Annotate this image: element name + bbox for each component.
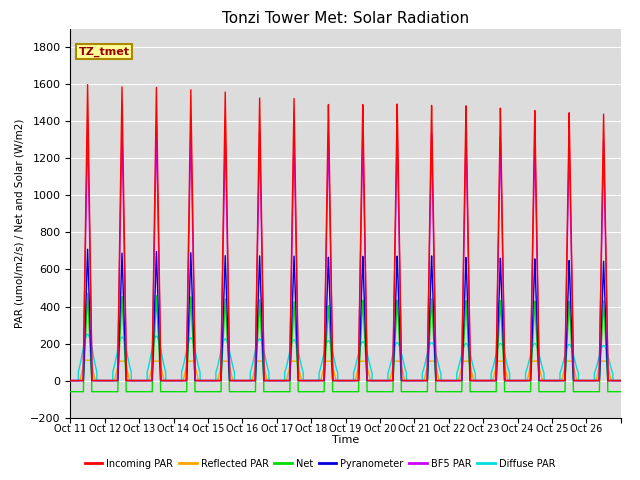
X-axis label: Time: Time bbox=[332, 435, 359, 445]
Title: Tonzi Tower Met: Solar Radiation: Tonzi Tower Met: Solar Radiation bbox=[222, 11, 469, 26]
Text: TZ_tmet: TZ_tmet bbox=[79, 46, 130, 57]
Legend: Incoming PAR, Reflected PAR, Net, Pyranometer, BF5 PAR, Diffuse PAR: Incoming PAR, Reflected PAR, Net, Pyrano… bbox=[81, 455, 559, 473]
Y-axis label: PAR (umol/m2/s) / Net and Solar (W/m2): PAR (umol/m2/s) / Net and Solar (W/m2) bbox=[15, 119, 24, 328]
